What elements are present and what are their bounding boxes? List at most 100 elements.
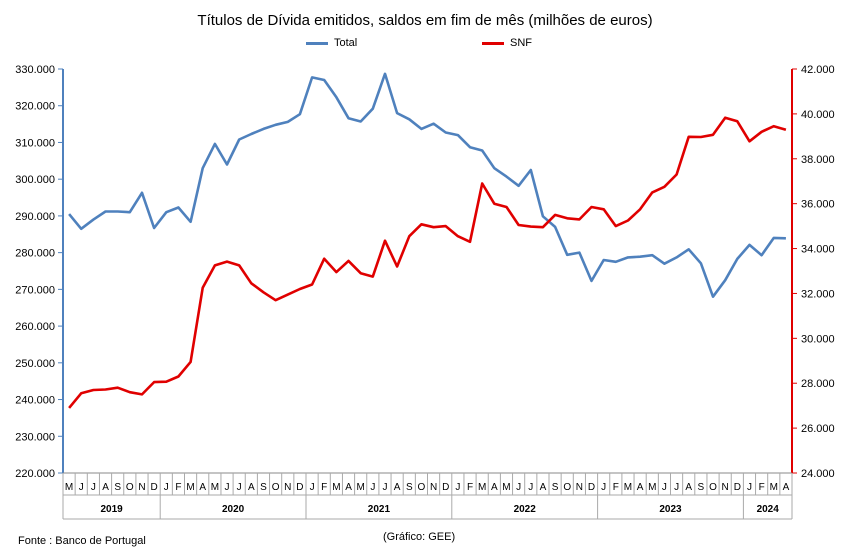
x-axis-month-label: N [138, 482, 145, 493]
legend-swatch-total [306, 41, 328, 45]
x-axis-month-label: A [540, 482, 547, 493]
x-axis-month-label: O [418, 482, 426, 493]
x-axis-month-label: J [382, 482, 387, 493]
x-axis-month-label: M [648, 482, 656, 493]
x-axis-month-label: M [624, 482, 632, 493]
x-axis-month-label: F [759, 482, 765, 493]
x-axis-month-label: D [734, 482, 741, 493]
x-axis-month-label: J [601, 482, 606, 493]
x-axis-month-label: J [237, 482, 242, 493]
x-axis-month-label: M [211, 482, 219, 493]
left-axis-tick-label: 330.000 [15, 64, 55, 76]
x-axis-year-label: 2019 [100, 504, 123, 515]
x-axis-month-label: J [516, 482, 521, 493]
left-axis-tick-label: 290.000 [15, 211, 55, 223]
x-axis-year-label: 2021 [368, 504, 391, 515]
x-axis-month-label: A [199, 482, 206, 493]
left-axis-tick-label: 240.000 [15, 395, 55, 407]
right-axis-tick-label: 30.000 [801, 333, 835, 345]
x-axis-month-label: S [406, 482, 413, 493]
x-axis-month-label: J [164, 482, 169, 493]
x-axis-year-label: 2024 [757, 504, 780, 515]
x-axis-month-label: J [528, 482, 533, 493]
x-axis-month-label: A [102, 482, 109, 493]
left-axis-tick-label: 310.000 [15, 137, 55, 149]
chart-title: Títulos de Dívida emitidos, saldos em fi… [197, 12, 653, 29]
x-axis-month-label: J [662, 482, 667, 493]
x-axis-month-label: A [394, 482, 401, 493]
x-axis-month-label: M [65, 482, 73, 493]
x-axis-year-label: 2023 [659, 504, 682, 515]
x-axis-month-label: J [455, 482, 460, 493]
x-axis-year-label: 2020 [222, 504, 245, 515]
left-axis-tick-label: 250.000 [15, 358, 55, 370]
left-axis-tick-label: 280.000 [15, 248, 55, 260]
right-axis-tick-label: 42.000 [801, 64, 835, 76]
right-axis-tick-label: 26.000 [801, 423, 835, 435]
x-axis-month-label: M [332, 482, 340, 493]
x-axis-month-label: M [502, 482, 510, 493]
right-axis-tick-label: 36.000 [801, 199, 835, 211]
left-axis-tick-label: 300.000 [15, 174, 55, 186]
right-axis-tick-label: 38.000 [801, 154, 835, 166]
legend-label-snf: SNF [510, 37, 532, 49]
x-axis-month-label: O [126, 482, 134, 493]
x-axis-month-label: N [430, 482, 437, 493]
x-axis-month-label: A [248, 482, 255, 493]
legend-label-total: Total [334, 37, 358, 49]
x-axis-month-label: S [698, 482, 705, 493]
left-axis-tick-label: 260.000 [15, 321, 55, 333]
left-axis-tick-label: 270.000 [15, 284, 55, 296]
x-axis-month-label: J [91, 482, 96, 493]
credit-note: (Gráfico: GEE) [383, 531, 456, 543]
left-axis-tick-label: 320.000 [15, 101, 55, 113]
x-axis-month-label: A [637, 482, 644, 493]
right-axis-tick-label: 24.000 [801, 468, 835, 480]
x-axis-year-label: 2022 [514, 504, 537, 515]
x-axis-month-label: O [709, 482, 717, 493]
x-axis-month-label: S [260, 482, 267, 493]
x-axis-month-label: J [310, 482, 315, 493]
x-axis-month-label: A [685, 482, 692, 493]
x-axis-month-label: J [674, 482, 679, 493]
legend-item-total: Total [306, 37, 357, 49]
x-axis-month-label: O [272, 482, 280, 493]
x-axis-month-label: M [186, 482, 194, 493]
x-axis-month-label: F [175, 482, 181, 493]
x-axis-month-label: N [722, 482, 729, 493]
x-axis-month-label: D [296, 482, 303, 493]
legend-item-snf: SNF [482, 37, 532, 49]
x-axis-month-label: S [114, 482, 121, 493]
x-axis-month-label: F [321, 482, 327, 493]
x-axis-month-label: M [770, 482, 778, 493]
x-axis-month-label: N [284, 482, 291, 493]
right-axis-tick-label: 32.000 [801, 288, 835, 300]
x-axis-month-label: M [478, 482, 486, 493]
right-axis-tick-label: 34.000 [801, 244, 835, 256]
x-axis-month-label: D [151, 482, 158, 493]
x-axis-month-label: D [442, 482, 449, 493]
x-axis-month-label: J [370, 482, 375, 493]
x-axis-month-label: M [357, 482, 365, 493]
legend-swatch-snf [482, 41, 504, 45]
x-axis-month-label: J [79, 482, 84, 493]
x-axis-month-label: A [345, 482, 352, 493]
x-axis-month-label: O [563, 482, 571, 493]
right-axis-tick-label: 28.000 [801, 378, 835, 390]
left-axis-tick-label: 220.000 [15, 468, 55, 480]
source-note: Fonte : Banco de Portugal [18, 535, 146, 547]
x-axis-month-label: N [576, 482, 583, 493]
x-axis-month-label: D [588, 482, 595, 493]
x-axis-month-label: J [747, 482, 752, 493]
x-axis-month-label: A [491, 482, 498, 493]
left-axis-tick-label: 230.000 [15, 431, 55, 443]
x-axis-month-label: A [783, 482, 790, 493]
series-line-snf [68, 116, 787, 409]
x-axis-month-label: S [552, 482, 559, 493]
x-axis-month-label: J [225, 482, 230, 493]
x-axis-month-label: F [613, 482, 619, 493]
series-line-total [68, 72, 786, 299]
right-axis-tick-label: 40.000 [801, 109, 835, 121]
x-axis-month-label: F [467, 482, 473, 493]
